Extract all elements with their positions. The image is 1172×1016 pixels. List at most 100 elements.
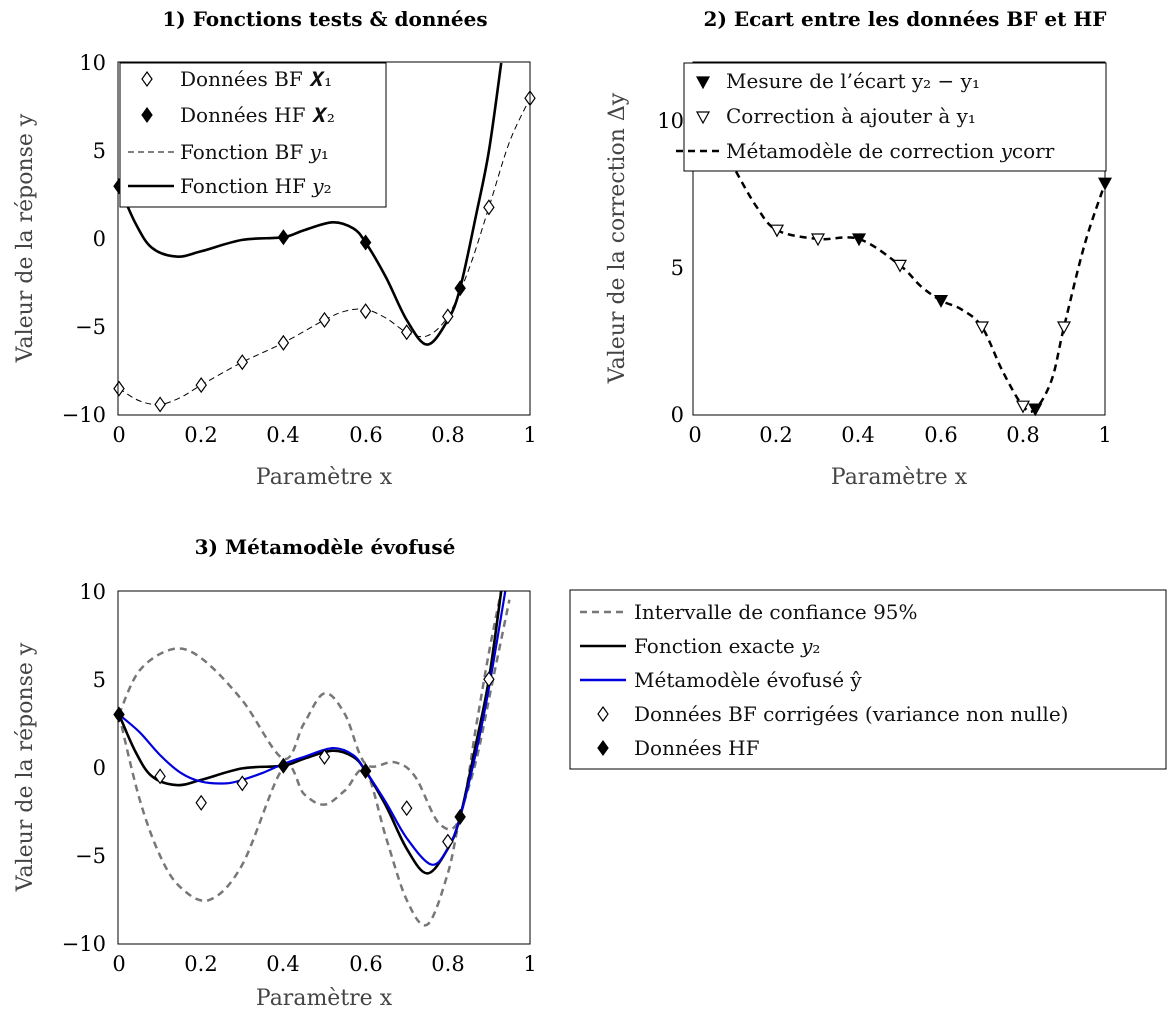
panel-3-ticks: 0 0.2 0.4 0.6 0.8 1 −10 −5 0 5 10	[62, 580, 537, 976]
data-point	[810, 233, 826, 247]
data-point	[483, 671, 495, 688]
x-tick-label: 0	[688, 423, 701, 447]
x-tick-label: 0.2	[184, 423, 217, 447]
panel-2: 2) Ecart entre les données BF et HF 0 0.…	[605, 7, 1113, 490]
series-line	[118, 591, 503, 831]
x-tick-label: 0.6	[349, 423, 382, 447]
x-tick-label: 1	[523, 423, 536, 447]
data-point	[851, 233, 867, 247]
data-point	[769, 224, 785, 238]
legend-entry: Correction à ajouter à y₁	[726, 104, 976, 128]
panel-1-legend: Données BF 𝑿₁ Données HF 𝑿₂ Fonction BF …	[119, 62, 387, 208]
data-point	[277, 229, 290, 246]
y-axis-label: Valeur de la réponse y	[13, 113, 38, 363]
x-axis-label: Paramètre x	[256, 986, 393, 1011]
data-point	[195, 794, 207, 811]
legend-entry: Mesure de l’écart y₂ − y₁	[726, 69, 980, 93]
x-tick-label: 0	[112, 423, 125, 447]
data-point	[933, 295, 949, 308]
panel-1-ticks: 0 0.2 0.4 0.6 0.8 1 −10 −5 0 5 10	[62, 51, 537, 447]
data-point	[359, 762, 372, 780]
data-point	[154, 396, 166, 413]
legend-entry: Fonction BF 𝑦₁	[180, 140, 329, 164]
data-point	[442, 833, 454, 850]
data-point	[113, 706, 125, 723]
y-tick-label: −10	[62, 403, 106, 427]
y-tick-label: 10	[79, 580, 106, 604]
panel-2-legend: Mesure de l’écart y₂ − y₁ Correction à a…	[676, 62, 1107, 172]
x-tick-label: 0	[112, 952, 125, 976]
data-point	[400, 324, 413, 341]
x-tick-label: 1	[523, 952, 536, 976]
panel-1-plot-series	[113, 63, 536, 413]
panel-1-axes-frame	[117, 61, 531, 416]
y-tick-label: 5	[671, 256, 684, 280]
x-tick-label: 0.4	[266, 423, 299, 447]
panel-1: 1) Fonctions tests & données 0 0.2 0.4 0…	[13, 7, 537, 490]
y-tick-label: −5	[75, 844, 106, 868]
data-point	[892, 259, 908, 273]
panel-3-plot-series	[113, 591, 511, 927]
data-point	[195, 377, 207, 394]
data-point	[277, 757, 290, 774]
data-point	[277, 334, 290, 351]
x-tick-label: 0.2	[184, 952, 217, 976]
y-tick-label: 0	[93, 756, 106, 780]
series-line	[118, 591, 507, 866]
legend-entry: Intervalle de confiance 95%	[634, 600, 918, 624]
y-tick-label: 10	[79, 51, 106, 75]
y-tick-label: 5	[93, 668, 106, 692]
data-point	[1028, 403, 1043, 417]
y-tick-label: −5	[75, 315, 106, 339]
x-tick-label: 0.2	[759, 423, 792, 447]
data-point	[483, 199, 495, 216]
y-axis-label: Valeur de la réponse y	[13, 642, 38, 892]
panel-3-legend: Intervalle de confiance 95% Fonction exa…	[569, 589, 1167, 770]
y-axis-label: Valeur de la correction Δy	[605, 92, 630, 384]
data-point	[318, 311, 331, 328]
x-axis-label: Paramètre x	[831, 465, 968, 490]
y-tick-label: 0	[93, 227, 106, 251]
data-point	[454, 808, 466, 825]
filled-diamond-icon	[597, 739, 609, 757]
panel-2-axes-frame	[692, 61, 1106, 416]
data-point	[359, 303, 372, 320]
x-tick-label: 0.8	[1006, 423, 1039, 447]
data-point	[236, 354, 249, 371]
filled-triangle-down-icon	[695, 76, 711, 90]
data-point	[1056, 321, 1072, 335]
series-line	[118, 599, 511, 927]
open-diamond-icon	[597, 705, 609, 723]
legend-entry: Données HF	[634, 736, 760, 760]
series-line	[734, 170, 1106, 414]
data-point	[154, 768, 166, 785]
open-diamond-icon	[141, 70, 153, 88]
legend-entry: Métamodèle de correction 𝑦corr	[726, 139, 1055, 163]
panel-3: 3) Métamodèle évofusé 0 0.2 0.4 0.6 0.8 …	[13, 535, 1167, 1011]
legend-box	[119, 62, 387, 208]
panel-1-title: 1) Fonctions tests & données	[162, 7, 487, 31]
open-triangle-down-icon	[695, 111, 711, 125]
x-tick-label: 0.8	[431, 952, 464, 976]
data-point	[318, 748, 331, 765]
legend-entry: Fonction exacte 𝑦₂	[634, 634, 820, 658]
panel-2-ticks: 0 0.2 0.4 0.6 0.8 1 0 5 10	[657, 109, 1111, 447]
panel-3-title: 3) Métamodèle évofusé	[195, 535, 456, 559]
x-tick-label: 0.8	[431, 423, 464, 447]
x-axis-label: Paramètre x	[256, 465, 393, 490]
filled-diamond-icon	[141, 106, 153, 124]
data-point	[113, 380, 125, 397]
legend-box	[569, 589, 1167, 770]
data-point	[1015, 400, 1031, 414]
legend-entry: Données HF 𝑿₂	[180, 103, 335, 127]
series-line	[118, 591, 503, 875]
x-tick-label: 0.4	[266, 952, 299, 976]
panel-3-axes-frame	[117, 590, 531, 945]
y-tick-label: 5	[93, 139, 106, 163]
legend-box	[683, 62, 1107, 172]
data-point	[400, 800, 413, 817]
data-point	[359, 234, 372, 251]
data-point	[442, 308, 454, 325]
x-tick-label: 0.6	[924, 423, 957, 447]
